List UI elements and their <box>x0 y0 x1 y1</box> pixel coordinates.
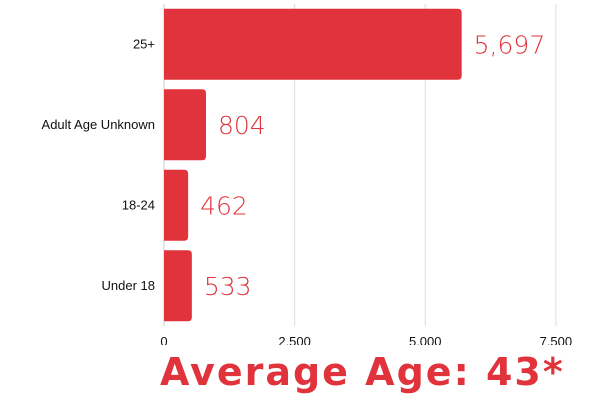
value-label: 5,697 <box>474 30 546 59</box>
category-label: Adult Age Unknown <box>42 117 155 132</box>
bar <box>164 8 462 80</box>
category-label: 25+ <box>133 36 155 51</box>
value-label: 533 <box>204 272 252 301</box>
bar <box>164 169 189 241</box>
value-label: 804 <box>218 111 266 140</box>
x-tick-label: 5,000 <box>409 334 442 345</box>
value-label: 462 <box>200 191 248 220</box>
bar <box>164 89 207 161</box>
x-tick-label: 7,500 <box>540 334 573 345</box>
category-label: 18-24 <box>122 197 155 212</box>
x-tick-label: 0 <box>160 334 167 345</box>
category-label: Under 18 <box>102 278 155 293</box>
average-age-banner: Average Age: 43* <box>160 350 565 394</box>
x-tick-label: 2,500 <box>278 334 311 345</box>
bars <box>164 8 462 322</box>
data-labels: 5,697 804 462 533 <box>200 30 545 301</box>
category-labels: 25+ Adult Age Unknown 18-24 Under 18 <box>42 36 155 293</box>
bar <box>164 250 192 322</box>
x-axis-ticks: 0 2,500 5,000 7,500 <box>160 334 572 345</box>
bar-chart: 5,697 804 462 533 25+ Adult Age Unknown 18-24… <box>42 4 572 345</box>
